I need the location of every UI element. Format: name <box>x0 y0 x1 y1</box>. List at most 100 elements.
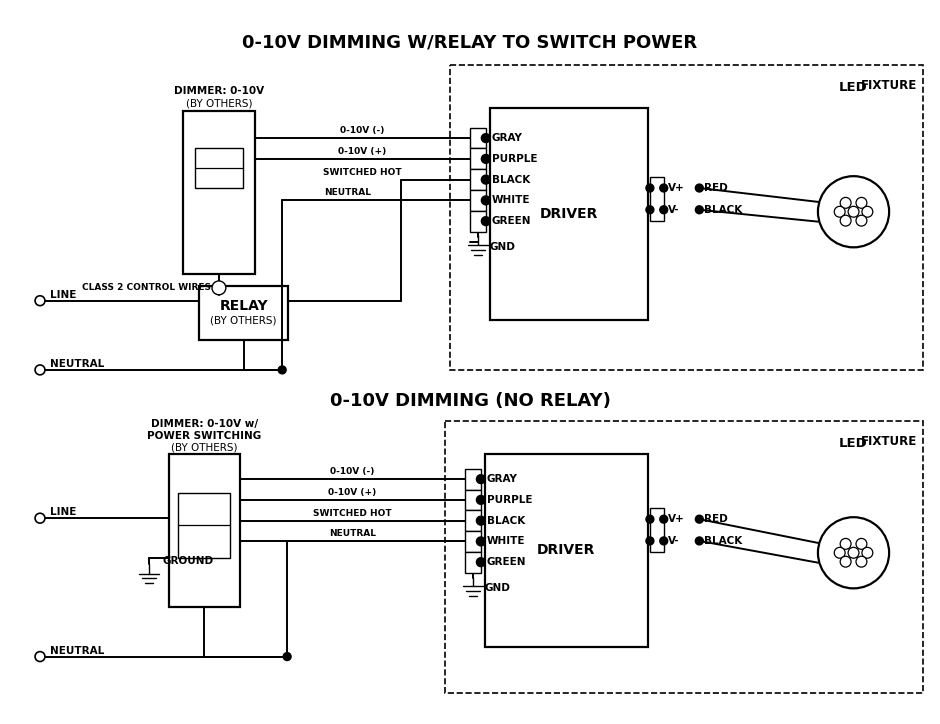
Text: V+: V+ <box>667 183 684 193</box>
Circle shape <box>660 184 667 192</box>
Bar <box>465 468 481 489</box>
Bar <box>465 510 481 531</box>
Bar <box>183 111 255 274</box>
Circle shape <box>477 516 485 525</box>
Circle shape <box>848 206 859 217</box>
Text: CLASS 2 CONTROL WIRES: CLASS 2 CONTROL WIRES <box>82 283 211 292</box>
Circle shape <box>840 215 851 226</box>
Text: DIMMER: 0-10V: DIMMER: 0-10V <box>174 86 264 96</box>
Circle shape <box>35 296 45 306</box>
Circle shape <box>477 475 485 484</box>
Circle shape <box>818 517 889 589</box>
Circle shape <box>835 547 845 558</box>
Text: GREEN: GREEN <box>487 557 526 567</box>
Text: GRAY: GRAY <box>492 133 523 143</box>
Text: GND: GND <box>485 584 510 594</box>
Circle shape <box>840 556 851 567</box>
Circle shape <box>212 281 226 295</box>
Circle shape <box>481 175 491 184</box>
Text: RED: RED <box>704 514 728 524</box>
Text: DRIVER: DRIVER <box>540 207 598 222</box>
Text: BLACK: BLACK <box>492 174 530 185</box>
Text: PURPLE: PURPLE <box>487 495 532 505</box>
Text: (BY OTHERS): (BY OTHERS) <box>211 316 277 326</box>
Text: BLACK: BLACK <box>704 536 743 546</box>
Bar <box>196 148 243 188</box>
Text: (BY OTHERS): (BY OTHERS) <box>186 98 252 108</box>
Text: (BY OTHERS): (BY OTHERS) <box>171 443 237 453</box>
Circle shape <box>481 134 491 143</box>
Circle shape <box>856 198 867 209</box>
Text: NEUTRAL: NEUTRAL <box>50 359 104 369</box>
Text: RED: RED <box>704 183 728 193</box>
Text: SWITCHED HOT: SWITCHED HOT <box>313 509 392 518</box>
Circle shape <box>696 206 703 214</box>
Text: 0-10V DIMMING (NO RELAY): 0-10V DIMMING (NO RELAY) <box>330 392 610 410</box>
Text: FIXTURE: FIXTURE <box>860 80 916 92</box>
Circle shape <box>477 495 485 505</box>
Text: LED: LED <box>839 437 868 450</box>
Circle shape <box>862 547 873 558</box>
Text: V-: V- <box>667 536 680 546</box>
Bar <box>465 489 481 510</box>
Text: WHITE: WHITE <box>487 536 525 547</box>
Text: 0-10V (-): 0-10V (-) <box>340 126 384 135</box>
Text: BLACK: BLACK <box>704 205 743 215</box>
Text: GRAY: GRAY <box>487 474 518 484</box>
Circle shape <box>660 515 667 523</box>
Text: DRIVER: DRIVER <box>537 543 596 557</box>
Text: WHITE: WHITE <box>492 195 530 206</box>
Bar <box>465 552 481 573</box>
Bar <box>199 286 289 340</box>
Bar <box>485 454 648 647</box>
Bar <box>470 169 486 190</box>
Circle shape <box>696 537 703 545</box>
Circle shape <box>646 515 654 523</box>
Bar <box>446 421 923 693</box>
Bar <box>470 190 486 211</box>
Bar <box>168 454 240 607</box>
Circle shape <box>818 176 889 248</box>
Text: NEUTRAL: NEUTRAL <box>329 529 376 539</box>
Text: 0-10V (-): 0-10V (-) <box>330 467 374 476</box>
Text: NEUTRAL: NEUTRAL <box>324 188 371 198</box>
Text: LED: LED <box>839 80 868 93</box>
Text: GREEN: GREEN <box>492 216 531 226</box>
Bar <box>470 148 486 169</box>
Bar <box>465 531 481 552</box>
Text: GROUND: GROUND <box>163 556 213 565</box>
Text: FIXTURE: FIXTURE <box>860 435 916 448</box>
Circle shape <box>35 365 45 375</box>
Circle shape <box>660 206 667 214</box>
Circle shape <box>856 539 867 550</box>
Text: PURPLE: PURPLE <box>492 154 538 164</box>
Bar <box>450 65 923 370</box>
Text: NEUTRAL: NEUTRAL <box>50 646 104 655</box>
Text: GND: GND <box>490 243 516 253</box>
Circle shape <box>35 652 45 662</box>
Circle shape <box>481 216 491 226</box>
Text: 0-10V DIMMING W/RELAY TO SWITCH POWER: 0-10V DIMMING W/RELAY TO SWITCH POWER <box>243 34 697 52</box>
Circle shape <box>646 206 654 214</box>
Circle shape <box>856 215 867 226</box>
Circle shape <box>835 206 845 217</box>
Bar <box>490 108 648 321</box>
Circle shape <box>477 557 485 567</box>
Circle shape <box>477 537 485 546</box>
Circle shape <box>646 184 654 192</box>
Text: POWER SWITCHING: POWER SWITCHING <box>147 431 261 441</box>
Bar <box>179 494 229 557</box>
Circle shape <box>278 366 286 374</box>
Circle shape <box>840 198 851 209</box>
Circle shape <box>481 196 491 205</box>
Circle shape <box>848 547 859 558</box>
Text: V-: V- <box>667 205 680 215</box>
Bar <box>650 177 664 221</box>
Circle shape <box>862 206 873 217</box>
Circle shape <box>283 652 291 660</box>
Text: V+: V+ <box>667 514 684 524</box>
Text: LINE: LINE <box>50 508 76 517</box>
Bar <box>470 211 486 232</box>
Text: BLACK: BLACK <box>487 515 525 526</box>
Circle shape <box>840 539 851 550</box>
